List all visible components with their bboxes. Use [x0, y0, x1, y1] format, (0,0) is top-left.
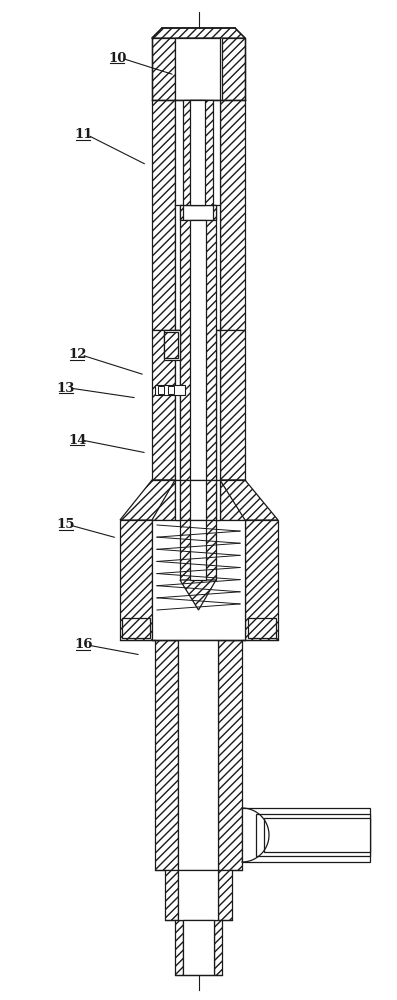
Text: 16: 16	[74, 639, 93, 652]
Bar	[264, 818, 370, 852]
Bar	[175, 38, 220, 100]
Bar	[245, 520, 278, 640]
Polygon shape	[120, 480, 175, 520]
Bar	[158, 386, 164, 394]
Bar	[183, 920, 214, 975]
Bar	[222, 38, 245, 100]
Bar	[190, 220, 206, 480]
Bar	[152, 330, 175, 480]
Bar	[214, 920, 222, 975]
Text: 12: 12	[68, 349, 87, 361]
Bar	[168, 386, 174, 394]
Bar	[165, 870, 178, 920]
Bar	[178, 870, 218, 920]
Bar	[178, 640, 218, 870]
Bar	[190, 520, 206, 580]
Bar	[155, 640, 178, 870]
Polygon shape	[220, 480, 245, 520]
Bar	[190, 480, 206, 520]
Bar	[248, 618, 276, 638]
Polygon shape	[152, 28, 245, 38]
Text: 13: 13	[56, 381, 75, 394]
Bar	[183, 100, 213, 205]
Bar	[242, 808, 370, 862]
Polygon shape	[220, 480, 278, 520]
Bar	[256, 814, 370, 856]
Bar	[164, 330, 180, 360]
Bar	[175, 330, 180, 480]
Bar	[152, 520, 245, 640]
Bar	[218, 870, 232, 920]
Polygon shape	[216, 480, 220, 520]
Bar	[152, 100, 175, 330]
Bar	[216, 330, 220, 480]
Bar	[180, 480, 216, 520]
Bar	[180, 205, 183, 220]
Bar	[220, 330, 245, 480]
Bar	[175, 920, 183, 975]
Text: 15: 15	[56, 518, 75, 532]
Bar	[218, 640, 242, 870]
Bar	[180, 205, 216, 220]
Bar	[152, 38, 175, 100]
Text: 11: 11	[74, 128, 93, 141]
Polygon shape	[175, 480, 180, 520]
Bar	[190, 100, 205, 205]
Bar	[180, 520, 216, 580]
Bar	[180, 220, 216, 480]
Polygon shape	[180, 580, 216, 610]
Bar	[220, 100, 245, 330]
Text: 14: 14	[68, 434, 87, 446]
Bar	[213, 205, 216, 220]
Text: 10: 10	[108, 51, 126, 64]
Bar	[120, 520, 152, 640]
Bar	[175, 100, 220, 330]
Polygon shape	[152, 480, 175, 520]
Bar	[155, 385, 185, 395]
Bar	[164, 332, 178, 358]
Bar	[122, 618, 150, 638]
